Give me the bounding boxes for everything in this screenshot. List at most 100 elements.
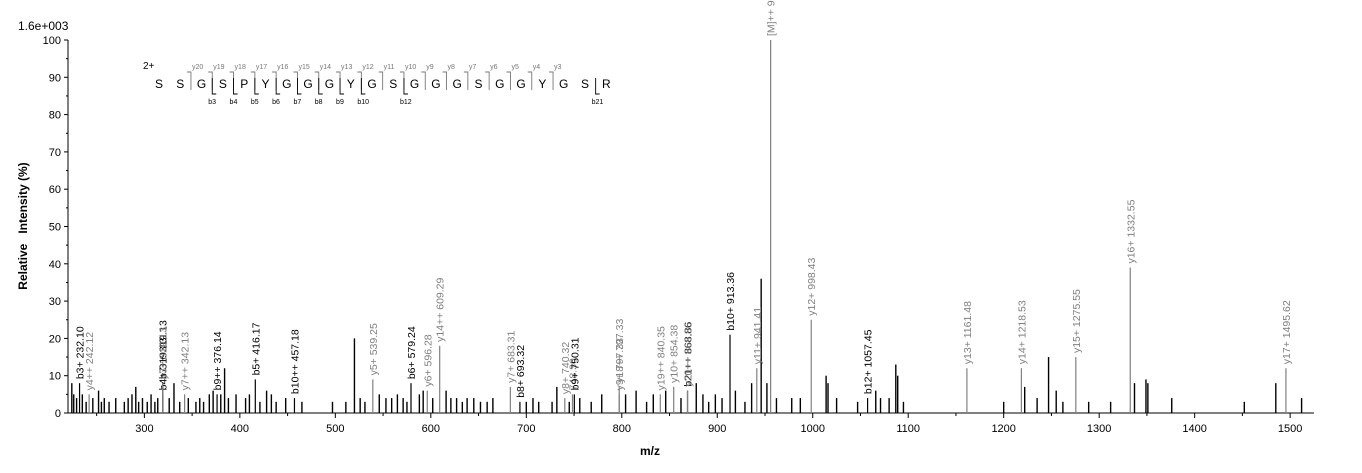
y-ion-bracket [293, 71, 298, 90]
y-ion-label: y4 [533, 64, 541, 71]
peak-label: b9++ 376.14 [212, 331, 224, 390]
residue: G [197, 77, 206, 91]
peak-label: b6+ 579.24 [406, 326, 418, 379]
y-axis-title: Relative Intensity (%) [16, 162, 30, 289]
y-tick-label: 10 [49, 371, 61, 383]
peak-label: b10+ 913.36 [725, 272, 737, 331]
residue: G [431, 77, 440, 91]
peak-label: y9+ 797.33 [614, 338, 626, 390]
residue: G [516, 77, 525, 91]
y-ion-bracket [314, 71, 320, 90]
peak-label: b5+ 416.17 [250, 322, 262, 375]
peak-label: y6+ 596.28 [422, 334, 434, 386]
unassigned-peaks [71, 278, 1303, 413]
y-tick-label: 100 [43, 35, 61, 47]
y-ion-bracket [336, 71, 341, 90]
y-ion-bracket [421, 71, 426, 90]
b-ion-label: b7 [293, 99, 301, 106]
b-ion-label: b9 [336, 99, 344, 106]
y-ion-label: y16 [277, 64, 288, 71]
y-ion-bracket [250, 71, 256, 90]
residue: S [219, 77, 227, 91]
b-ion-label: b10 [357, 99, 369, 106]
intensity-scale-label: 1.6e+003 [18, 19, 69, 33]
y-ion-bracket [186, 71, 192, 90]
y-ion-bracket [378, 71, 384, 90]
y-ion-bracket [399, 71, 405, 90]
residue: Y [347, 77, 355, 91]
y-ion-label: y13 [341, 64, 352, 71]
b-ion-label: b5 [251, 99, 259, 106]
residue: G [410, 77, 419, 91]
y-ion-label: y20 [192, 64, 203, 71]
peak-label: y5+ 539.25 [368, 323, 380, 375]
b-ion-bracket [233, 78, 238, 95]
y-ion-bracket [229, 71, 234, 90]
x-tick-label: 1200 [991, 423, 1015, 435]
y-ion-bracket [463, 71, 469, 90]
peak-label: b8+ 693.32 [515, 345, 527, 398]
x-tick-label: 500 [326, 423, 344, 435]
x-tick-label: 600 [422, 423, 440, 435]
peak-label: y14++ 609.29 [435, 277, 447, 341]
peak-label: y11+ 941.41 [752, 307, 764, 364]
peak-label: y18++ 797.33 [614, 319, 626, 383]
residue: S [581, 77, 589, 91]
b-ion-bracket [318, 78, 323, 95]
y-ion-label: y17 [256, 64, 267, 71]
peak-label: y13+ 1161.48 [962, 301, 974, 364]
peak-label: y8+ 740.32 [560, 342, 572, 394]
y-tick-label: 60 [49, 184, 61, 196]
peak-label: b21++ 868.86 [683, 322, 695, 387]
x-tick-label: 1000 [800, 423, 824, 435]
x-tick-label: 300 [135, 423, 153, 435]
residue: S [155, 77, 163, 91]
peak-label: y19++ 840.35 [655, 326, 667, 390]
peak-label: y10+ 854.38 [669, 325, 681, 383]
b-ion-label: b4 [230, 99, 238, 106]
y-ion-bracket [208, 71, 213, 90]
peak-label: y14+ 1218.53 [1016, 300, 1028, 364]
y-axis: 0 10 20 30 40 50 60 70 80 90 100 [43, 35, 69, 420]
x-tick-label: 1300 [1087, 423, 1111, 435]
y-tick-label: 70 [49, 147, 61, 159]
y-tick-label: 50 [49, 222, 61, 234]
y-ion-label: y7 [469, 64, 477, 71]
y-tick-label: 40 [49, 259, 61, 271]
x-tick-label: 900 [708, 423, 726, 435]
b-ion-label: b12 [400, 99, 412, 106]
y-ion-bracket [485, 71, 490, 90]
x-tick-label: 800 [613, 423, 631, 435]
b-ion-bracket [211, 78, 217, 95]
peak-label: b4+ 319.13 [158, 337, 170, 390]
y-ion-bracket [506, 71, 511, 90]
y-ion-label: y14 [320, 64, 331, 71]
peak-label: y7++ 342.13 [180, 332, 192, 391]
x-tick-label: 1500 [1278, 423, 1302, 435]
residue: G [303, 77, 312, 91]
peak-label: y17+ 1495.62 [1281, 300, 1293, 364]
peak-label: y20++ 868.86 [683, 322, 695, 386]
residue: G [367, 77, 376, 91]
peak-label: y3+ 319.13 [158, 327, 170, 379]
y-tick-label: 90 [49, 72, 61, 84]
b-ion-bracket [297, 78, 302, 95]
x-tick-label: 400 [231, 423, 249, 435]
b-ion-label: b6 [272, 99, 280, 106]
y-ion-label: y12 [362, 64, 373, 71]
y-ion-label: y10 [405, 64, 416, 71]
y-tick-label: 0 [55, 408, 61, 420]
peak-label: y12+ 998.43 [806, 257, 818, 315]
residue: P [240, 77, 248, 91]
y-ion-label: y19 [213, 64, 224, 71]
residue: Y [538, 77, 546, 91]
b-ion-bracket [360, 78, 366, 95]
peak-label: [M]++ 955.91 [766, 0, 778, 36]
b-ion-bracket [275, 78, 281, 95]
peak-label: b9+ 750.31 [569, 337, 581, 390]
residue: S [389, 77, 397, 91]
y-tick-label: 80 [49, 110, 61, 122]
residue: Y [261, 77, 269, 91]
